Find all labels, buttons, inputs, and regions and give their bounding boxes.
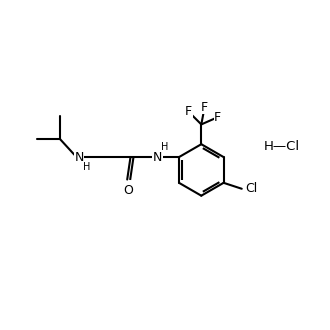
Text: H: H (161, 142, 169, 152)
Text: H—Cl: H—Cl (264, 140, 300, 153)
Text: H: H (82, 162, 90, 172)
Text: N: N (153, 150, 162, 164)
Text: Cl: Cl (245, 182, 257, 195)
Text: F: F (185, 105, 192, 118)
Text: F: F (214, 111, 221, 124)
Text: N: N (74, 150, 84, 164)
Text: O: O (123, 183, 133, 197)
Text: F: F (201, 101, 208, 114)
